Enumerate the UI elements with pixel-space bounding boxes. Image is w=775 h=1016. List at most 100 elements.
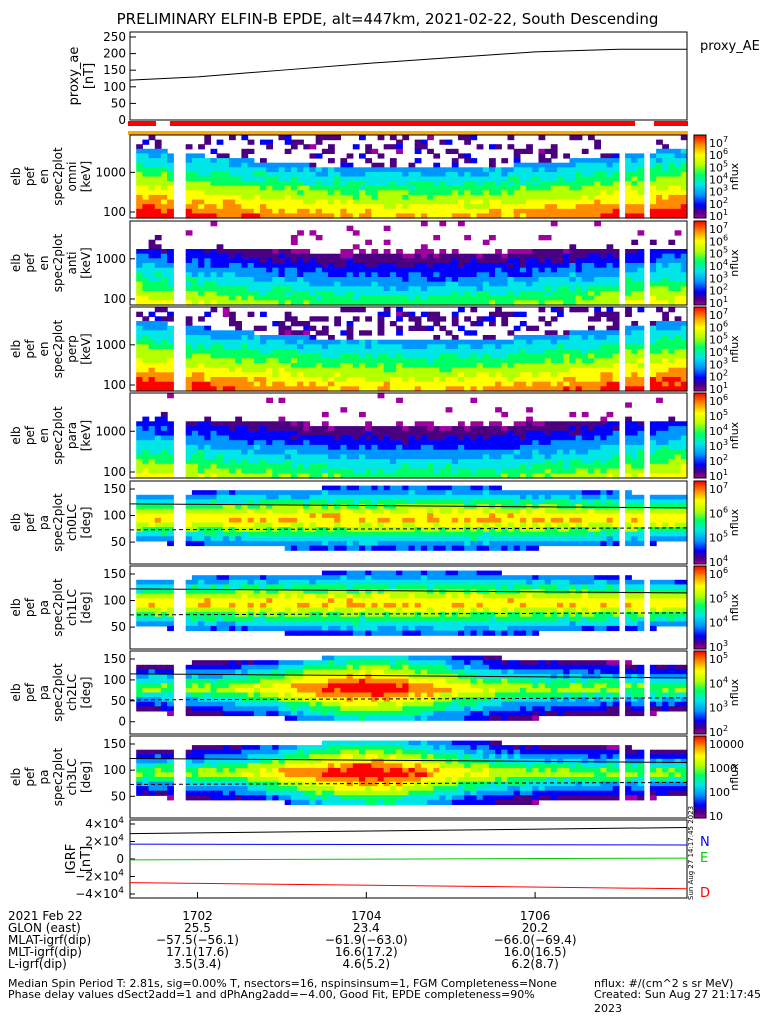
spectrogram-panel-1 [136,135,687,219]
colorbar-tick-label: 106 [709,393,728,408]
colorbar-tick-label: 100 [709,786,730,799]
availability-bar-red [654,121,688,126]
spectrogram-panel-3 [136,307,687,392]
spectrogram-ylabel-line: [deg] [79,592,93,624]
spectrogram-ylabel-line: spec2plot [51,147,65,206]
colorbar-tick-label: 102 [709,724,728,739]
spectrogram-ylabel-line: spec2plot [51,233,65,292]
colorbar-label: nflux [728,421,741,449]
spectrogram-ylabel-line: [deg] [79,507,93,539]
spectrogram-ylabel-line: elb [9,513,23,531]
spectrogram-ytick-label: 100 [103,465,126,479]
spectrogram-ytick-label: 100 [103,205,126,219]
colorbar-tick-label: 104 [709,675,728,690]
igrf-ytick-label: 4×104 [85,816,124,831]
spectrogram-ylabel-line: pa [37,515,51,530]
colorbar-tick-label: 10000 [709,738,744,751]
igrf-ytick-label: 0 [116,852,124,866]
spectrogram-ytick-label: 100 [103,378,126,392]
spectrogram-ylabel-line: spec2plot [51,663,65,722]
colorbar-tick-label: 104 [709,615,728,630]
spectrogram-ylabel-line: en [37,256,51,271]
igrf-total-line [130,828,687,834]
proxy-ae-ytick-label: 100 [103,80,126,94]
xaxis-row-value: 3.5(3.4) [174,957,222,971]
spectrogram-ytick-label: 50 [111,620,126,634]
spectrogram-ylabel-line: elb [9,598,23,616]
spectrogram-ylabel-line: elb [9,340,23,358]
spectrogram-ytick-label: 100 [103,509,126,523]
igrf-legend-n: N [700,835,710,850]
spectrogram-ylabel-line: elb [9,426,23,444]
spectrogram-ylabel-line: pa [37,600,51,615]
spectrogram-ylabel-line: pef [23,597,37,617]
spectrogram-ytick-label: 150 [103,652,126,666]
proxy-ae-ytick-label: 250 [103,30,126,44]
colorbar-label: nflux [728,162,741,190]
igrf-legend-d: D [700,886,710,901]
spectrogram-ylabel-line: [keV] [79,333,93,364]
spectrogram-ylabel-line: [keV] [79,247,93,278]
spectrogram-ytick-label: 1000 [95,424,126,438]
colorbar-label: nflux [728,763,741,791]
igrf-e-line [130,858,687,860]
xaxis-row-label: L-igrf(dip) [8,957,67,971]
colorbar-1 [694,135,706,218]
spectrogram-ytick-label: 150 [103,737,126,751]
spectrogram-ylabel-line: pa [37,685,51,700]
spectrogram-ytick-label: 100 [103,292,126,306]
xaxis-row-value: 6.2(8.7) [511,957,559,971]
spectrogram-ylabel-line: pef [23,253,37,273]
colorbar-tick-label: 103 [709,438,728,453]
proxy-ae-ytick-label: 200 [103,47,126,61]
colorbar-tick-label: 105 [709,590,728,605]
spectrogram-ytick-label: 1000 [95,165,126,179]
spectrogram-ylabel-line: [keV] [79,161,93,192]
spectrogram-ylabel-line: ch3LC [65,759,79,796]
spectrogram-ytick-label: 100 [103,594,126,608]
igrf-ytick-label: −4×104 [75,886,124,901]
spectrogram-ylabel-line: spec2plot [51,747,65,806]
creation-side-stamp: Sun Aug 27 14:17:45 2023 [687,806,695,900]
spectrogram-ylabel-line: pef [23,682,37,702]
igrf-n-line [130,844,687,845]
colorbar-label: nflux [728,678,741,706]
colorbar-label: nflux [728,593,741,621]
spectrogram-ylabel-line: en [37,342,51,357]
colorbar-tick-label: 102 [709,453,728,468]
spectrogram-ytick-label: 150 [103,482,126,496]
proxy-ae-ytick-label: 0 [118,113,126,127]
spectrogram-ylabel-line: anti [65,252,79,275]
igrf-ylabel: IGRF [64,844,79,874]
colorbar-5 [694,481,706,564]
spectrogram-ylabel-line: spec2plot [51,406,65,465]
spectrogram-ylabel-line: ch1LC [65,589,79,626]
spectrogram-panel-8 [136,741,687,805]
colorbar-tick-label: 10 [709,810,723,823]
spectrogram-ylabel-line: [deg] [79,677,93,709]
footer-created: Created: Sun Aug 27 21:17:45 2023 [594,988,775,1016]
colorbar-3 [694,307,706,391]
spectrogram-ylabel-line: spec2plot [51,578,65,637]
colorbar-tick-label: 105 [709,530,728,545]
colorbar-tick-label: 106 [709,566,728,581]
proxy-ae-ylabel-unit: [nT] [82,63,97,89]
spectrogram-ytick-label: 50 [111,694,126,708]
colorbar-label: nflux [728,249,741,277]
proxy-ae-ylabel: proxy_ae [67,47,82,106]
spectrogram-ylabel-line: pef [23,339,37,359]
spectrogram-ylabel-line: elb [9,167,23,185]
spectrogram-ylabel-line: pef [23,425,37,445]
spectrogram-ylabel-line: omni [65,162,79,192]
spectrogram-ylabel-line: ch2LC [65,674,79,711]
spectrogram-ytick-label: 50 [111,535,126,549]
spectrogram-ytick-label: 1000 [95,338,126,352]
spectrogram-ylabel-line: en [37,428,51,443]
colorbar-label: nflux [728,335,741,363]
proxy-ae-legend: proxy_AE [700,39,760,54]
spectrogram-panel-2 [136,221,687,306]
igrf-ylabel-unit: [nT] [79,846,94,872]
spectrogram-ylabel-line: spec2plot [51,319,65,378]
colorbar-tick-label: 105 [709,651,728,666]
